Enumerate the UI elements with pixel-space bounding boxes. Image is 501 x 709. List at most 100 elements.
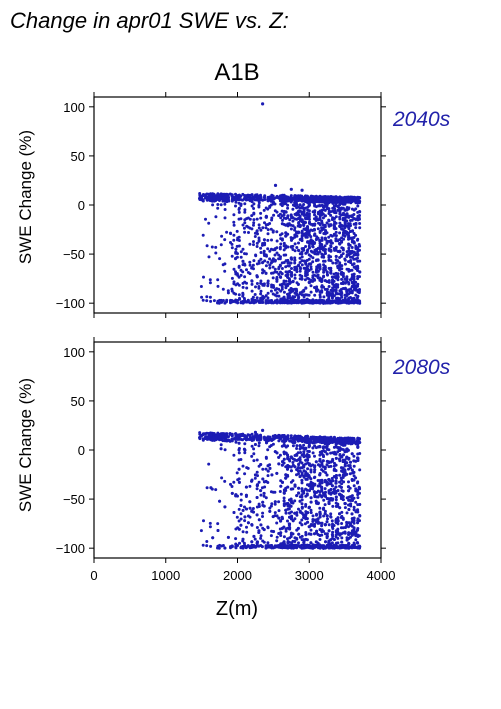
data-point <box>241 247 245 251</box>
data-point <box>232 223 236 227</box>
data-point <box>306 474 310 478</box>
data-point <box>277 455 281 459</box>
data-point <box>340 267 344 271</box>
data-point <box>259 198 263 202</box>
data-point <box>259 216 263 220</box>
data-point <box>329 213 333 217</box>
data-point <box>225 230 229 234</box>
data-point <box>205 244 209 248</box>
data-point <box>250 479 254 483</box>
data-point <box>348 252 352 256</box>
data-point <box>293 301 297 305</box>
data-point <box>266 299 270 303</box>
data-point <box>272 285 276 289</box>
data-point <box>286 437 290 441</box>
data-point <box>300 487 304 491</box>
data-point <box>205 540 209 543</box>
data-point <box>250 432 254 436</box>
data-point <box>248 500 252 504</box>
data-point <box>325 463 329 467</box>
data-point <box>241 285 245 289</box>
data-point <box>208 521 212 525</box>
data-point <box>243 208 247 212</box>
data-point <box>264 271 268 275</box>
data-point <box>315 270 318 273</box>
data-point <box>291 224 295 228</box>
data-point <box>257 201 261 205</box>
data-point <box>273 267 277 271</box>
data-point <box>349 219 352 222</box>
data-point <box>239 273 243 277</box>
data-point <box>318 250 322 254</box>
data-point <box>251 438 255 442</box>
data-point <box>275 277 279 281</box>
data-point <box>338 532 342 536</box>
data-point <box>204 217 207 221</box>
y-tick-label: 50 <box>71 149 85 164</box>
data-point <box>324 214 327 218</box>
data-point <box>214 195 218 199</box>
data-point <box>277 300 281 304</box>
data-point <box>266 435 270 439</box>
data-point <box>306 276 310 280</box>
data-point <box>300 505 304 509</box>
data-point <box>318 212 322 216</box>
data-point <box>216 206 220 210</box>
data-point <box>313 454 316 458</box>
data-point <box>259 463 263 466</box>
data-point <box>209 299 213 303</box>
data-point <box>297 248 300 252</box>
data-point <box>295 231 298 235</box>
data-point <box>273 253 277 257</box>
data-point <box>300 205 304 209</box>
data-point <box>334 255 338 258</box>
data-point <box>329 268 333 272</box>
data-point <box>277 500 281 504</box>
data-point <box>325 203 329 207</box>
data-point <box>300 255 304 259</box>
data-point <box>307 204 311 208</box>
data-point <box>257 502 261 506</box>
data-point <box>356 201 360 205</box>
data-point <box>259 279 263 283</box>
data-point <box>352 464 356 468</box>
data-point <box>255 217 259 221</box>
data-point <box>243 451 247 455</box>
data-point <box>309 238 313 242</box>
data-point <box>250 282 254 286</box>
data-point <box>329 200 332 204</box>
data-point <box>356 517 360 521</box>
data-point <box>209 544 213 548</box>
data-point <box>325 452 329 456</box>
data-point <box>325 221 329 225</box>
data-point <box>354 293 358 297</box>
data-point <box>352 484 356 488</box>
data-point <box>266 291 270 295</box>
data-point <box>252 243 255 247</box>
data-point <box>230 287 234 291</box>
data-point <box>280 285 284 289</box>
data-point <box>273 259 277 263</box>
data-point <box>309 284 313 288</box>
data-point <box>235 471 239 475</box>
data-point <box>304 531 308 534</box>
data-point <box>269 261 273 265</box>
data-point <box>223 269 227 273</box>
data-point <box>273 248 277 252</box>
data-point <box>302 224 306 227</box>
data-point <box>332 524 336 527</box>
data-point <box>282 499 286 503</box>
data-point <box>255 541 259 545</box>
data-point <box>234 270 237 274</box>
data-point <box>293 200 297 204</box>
data-point <box>281 460 284 464</box>
data-point <box>230 194 234 198</box>
data-point <box>305 477 309 481</box>
data-point <box>332 232 336 236</box>
data-point <box>352 542 356 546</box>
data-point <box>255 245 259 248</box>
data-point <box>334 215 338 219</box>
data-point <box>306 217 310 221</box>
data-point <box>347 300 351 304</box>
data-point <box>351 529 355 533</box>
